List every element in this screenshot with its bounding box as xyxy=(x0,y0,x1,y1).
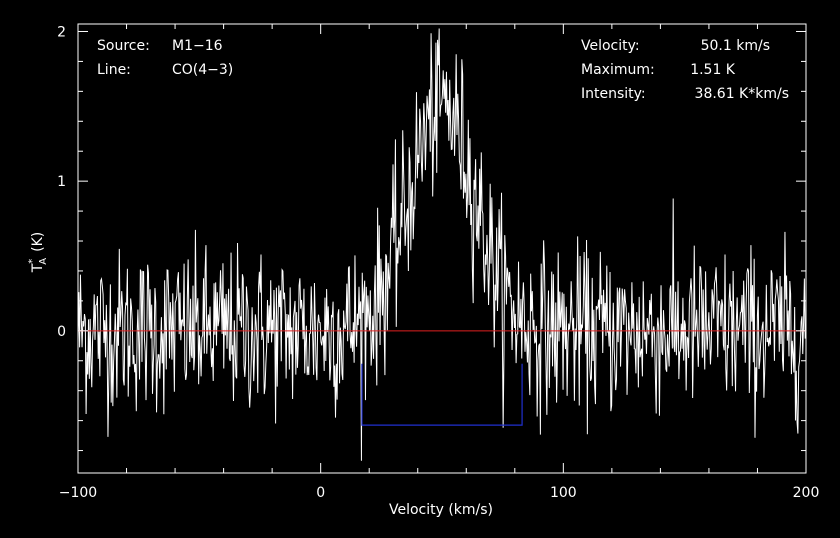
x-tick-label: −100 xyxy=(59,485,97,501)
maximum-label: Maximum: xyxy=(581,62,655,78)
intensity-label: Intensity: xyxy=(581,86,646,102)
maximum-value: 1.51 K xyxy=(690,62,736,78)
x-tick-label: 100 xyxy=(550,485,577,501)
y-axis-label-main: T xyxy=(30,263,46,273)
spectrum-series xyxy=(77,28,807,461)
y-tick-label: 2 xyxy=(57,24,66,40)
y-axis-label-unit: (K) xyxy=(30,232,46,252)
line-value: CO(4−3) xyxy=(172,62,233,78)
y-tick-label: 1 xyxy=(57,174,66,190)
y-tick-label: 0 xyxy=(57,324,66,340)
x-tick-label: 200 xyxy=(793,485,820,501)
line-label: Line: xyxy=(97,62,131,78)
plot-frame xyxy=(77,23,807,474)
source-value: M1−16 xyxy=(172,38,223,54)
svg-text:T*A(K): T*A (K) xyxy=(27,232,49,274)
y-axis-label: T*A (K) xyxy=(27,232,49,274)
axis-ticks xyxy=(77,24,807,473)
spectrum-line xyxy=(77,28,807,461)
annotation-left: Source: M1−16 Line: CO(4−3) xyxy=(97,38,233,78)
integration-window xyxy=(361,363,523,426)
axis-tick-labels: −100 0 100 200 0 1 2 xyxy=(57,24,819,501)
x-axis-label: Velocity (km/s) xyxy=(389,502,493,518)
annotation-right: Velocity: 50.1 km/s Maximum: 1.51 K Inte… xyxy=(581,38,789,102)
source-label: Source: xyxy=(97,38,150,54)
x-tick-label: 0 xyxy=(316,485,325,501)
velocity-value: 50.1 km/s xyxy=(701,38,770,54)
intensity-value: 38.61 K*km/s xyxy=(695,86,789,102)
velocity-label: Velocity: xyxy=(581,38,640,54)
y-axis-label-sub: A xyxy=(38,258,49,265)
y-axis-label-sup: * xyxy=(27,259,38,264)
